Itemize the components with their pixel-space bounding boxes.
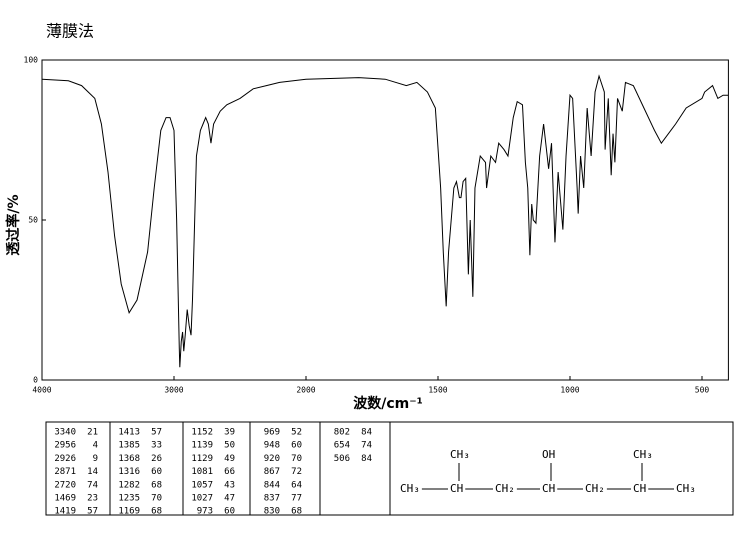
peak-transmittance: 21 (87, 428, 98, 438)
peak-transmittance: 57 (87, 507, 98, 517)
peak-wavenumber: 2926 (54, 454, 76, 464)
peak-transmittance: 4 (93, 441, 98, 451)
peak-transmittance: 50 (224, 441, 235, 451)
peak-transmittance: 77 (291, 494, 302, 504)
peak-wavenumber: 1152 (191, 428, 213, 438)
chart-title: 薄膜法 (46, 22, 94, 41)
peak-transmittance: 70 (151, 494, 162, 504)
peak-transmittance: 39 (224, 428, 235, 438)
peak-transmittance: 60 (224, 507, 235, 517)
substituent: CH₃ (450, 448, 470, 461)
x-tick-label: 3000 (164, 386, 183, 395)
peak-wavenumber: 1027 (191, 494, 213, 504)
peak-transmittance: 14 (87, 467, 98, 477)
peak-transmittance: 68 (291, 507, 302, 517)
peak-wavenumber: 837 (264, 494, 280, 504)
peak-transmittance: 47 (224, 494, 235, 504)
peak-transmittance: 60 (291, 441, 302, 451)
plot-frame (41, 59, 729, 381)
peak-transmittance: 60 (151, 467, 162, 477)
chain-group: CH₃ (400, 482, 420, 495)
chain-group: CH (450, 482, 463, 495)
x-tick-label: 4000 (32, 386, 51, 395)
chain-group: CH₂ (585, 482, 605, 495)
peak-wavenumber: 654 (334, 441, 350, 451)
peak-transmittance: 66 (224, 467, 235, 477)
peak-wavenumber: 1282 (118, 480, 140, 490)
peak-wavenumber: 1129 (191, 454, 213, 464)
peak-wavenumber: 1469 (54, 494, 76, 504)
peak-wavenumber: 506 (334, 454, 350, 464)
y-tick-label: 100 (24, 56, 39, 65)
peak-transmittance: 33 (151, 441, 162, 451)
chain-group: CH (542, 482, 555, 495)
substituent: OH (542, 448, 555, 461)
x-axis-label: 波数/cm⁻¹ (353, 395, 423, 412)
peak-wavenumber: 2720 (54, 480, 76, 490)
peak-transmittance: 49 (224, 454, 235, 464)
y-tick-label: 0 (33, 376, 38, 385)
peak-wavenumber: 802 (334, 428, 350, 438)
peak-transmittance: 43 (224, 480, 235, 490)
peak-wavenumber: 1081 (191, 467, 213, 477)
peak-transmittance: 84 (361, 428, 372, 438)
peak-wavenumber: 830 (264, 507, 280, 517)
x-tick-label: 1000 (560, 386, 579, 395)
peak-transmittance: 9 (93, 454, 98, 464)
peak-wavenumber: 867 (264, 467, 280, 477)
peak-transmittance: 74 (87, 480, 98, 490)
peak-transmittance: 64 (291, 480, 302, 490)
y-axis-label: 透过率/% (5, 194, 22, 255)
peak-wavenumber: 973 (197, 507, 213, 517)
x-tick-label: 2000 (296, 386, 315, 395)
x-tick-label: 1500 (428, 386, 447, 395)
peak-transmittance: 72 (291, 467, 302, 477)
peak-wavenumber: 1413 (118, 428, 140, 438)
peak-transmittance: 68 (151, 480, 162, 490)
peak-wavenumber: 948 (264, 441, 280, 451)
peak-wavenumber: 1419 (54, 507, 76, 517)
peak-wavenumber: 3340 (54, 428, 76, 438)
peak-transmittance: 68 (151, 507, 162, 517)
peak-transmittance: 74 (361, 441, 372, 451)
peak-wavenumber: 1057 (191, 480, 213, 490)
peak-transmittance: 84 (361, 454, 372, 464)
substituent: CH₃ (633, 448, 653, 461)
peak-transmittance: 23 (87, 494, 98, 504)
peak-wavenumber: 969 (264, 428, 280, 438)
peak-wavenumber: 1169 (118, 507, 140, 517)
peak-wavenumber: 1316 (118, 467, 140, 477)
peak-wavenumber: 1139 (191, 441, 213, 451)
peak-wavenumber: 1235 (118, 494, 140, 504)
peak-wavenumber: 1385 (118, 441, 140, 451)
x-tick-label: 500 (695, 386, 710, 395)
peak-transmittance: 57 (151, 428, 162, 438)
peak-transmittance: 52 (291, 428, 302, 438)
peak-transmittance: 70 (291, 454, 302, 464)
peak-wavenumber: 2956 (54, 441, 76, 451)
peak-wavenumber: 844 (264, 480, 280, 490)
spectrum-line (41, 74, 729, 368)
peak-wavenumber: 920 (264, 454, 280, 464)
peak-wavenumber: 2871 (54, 467, 76, 477)
chain-group: CH (633, 482, 646, 495)
y-tick-label: 50 (28, 216, 38, 225)
peak-wavenumber: 1368 (118, 454, 140, 464)
chain-group: CH₃ (676, 482, 696, 495)
chain-group: CH₂ (495, 482, 515, 495)
peak-transmittance: 26 (151, 454, 162, 464)
